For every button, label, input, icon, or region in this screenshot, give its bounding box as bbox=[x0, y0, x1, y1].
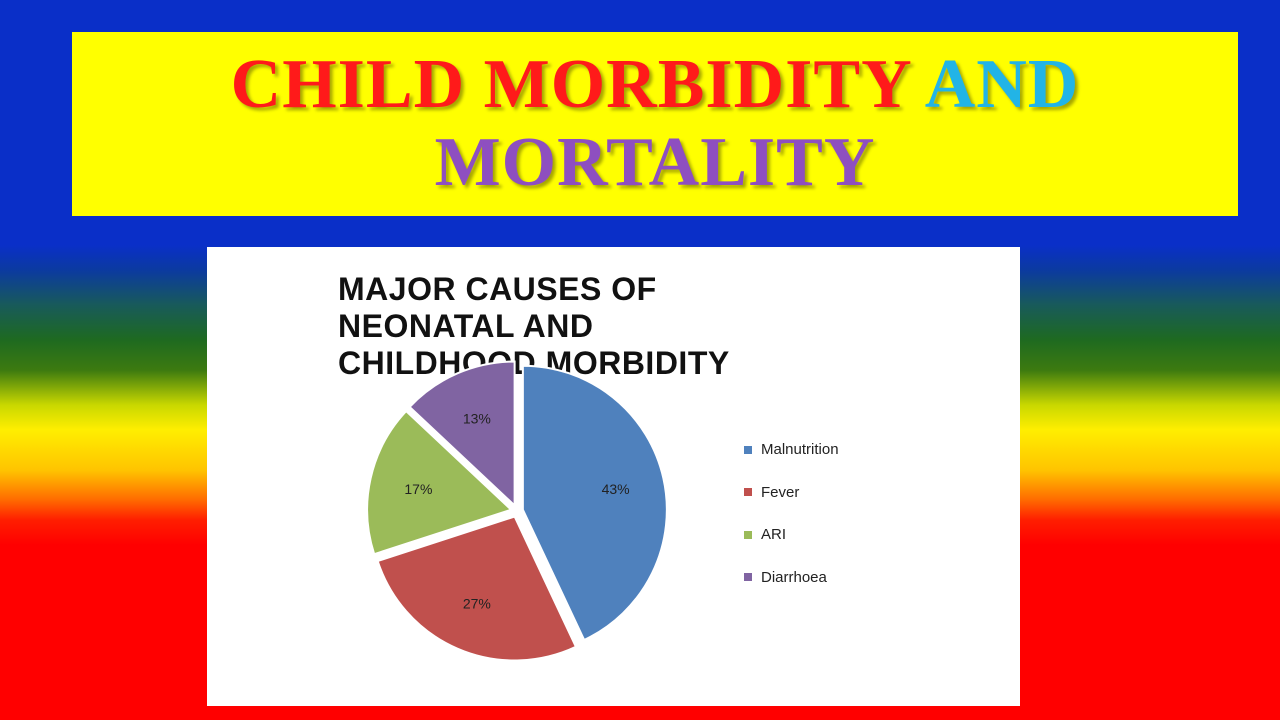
legend-swatch-fever bbox=[744, 488, 752, 496]
legend-swatch-diarrhoea bbox=[744, 573, 752, 581]
pie-label-fever: 27% bbox=[463, 596, 491, 612]
pie-slice-ari bbox=[366, 409, 514, 556]
pie-slice-fever bbox=[376, 515, 578, 662]
chart-title-line-1: MAJOR CAUSES OF bbox=[338, 271, 657, 307]
slide-title-part-1: CHILD MORBIDITY bbox=[230, 46, 911, 123]
title-banner: CHILD MORBIDITY AND MORTALITY bbox=[72, 32, 1238, 216]
legend-label-fever: Fever bbox=[761, 483, 800, 501]
legend-item-ari: ARI bbox=[744, 524, 839, 545]
slide-title-line-1: CHILD MORBIDITY AND bbox=[231, 46, 1080, 124]
chart-title-line-2: NEONATAL AND bbox=[338, 308, 594, 344]
pie-label-malnutrition: 43% bbox=[602, 481, 630, 497]
legend-swatch-malnutrition bbox=[744, 445, 752, 454]
legend-label-diarrhoea: Diarrhoea bbox=[761, 568, 827, 586]
pie-slice-diarrhoea bbox=[408, 360, 516, 508]
legend-item-malnutrition: Malnutrition bbox=[744, 439, 839, 460]
legend-swatch-ari bbox=[744, 530, 752, 539]
pie-label-ari: 17% bbox=[404, 481, 432, 497]
slide-title-part-2: AND bbox=[924, 46, 1080, 123]
pie-chart: 43% 27% 17% 13% bbox=[366, 360, 668, 662]
slide-title-line-2: MORTALITY bbox=[434, 124, 876, 201]
legend-item-diarrhoea: Diarrhoea bbox=[744, 567, 839, 588]
legend-item-fever: Fever bbox=[744, 482, 839, 503]
pie-slice-malnutrition bbox=[521, 364, 668, 642]
chart-legend: Malnutrition Fever ARI Diarrhoea bbox=[744, 439, 839, 609]
pie-label-diarrhoea: 13% bbox=[463, 410, 491, 426]
legend-label-malnutrition: Malnutrition bbox=[761, 441, 839, 458]
legend-label-ari: ARI bbox=[761, 526, 787, 543]
chart-panel: MAJOR CAUSES OF NEONATAL AND CHILDHOOD M… bbox=[207, 247, 1020, 706]
chart-title: MAJOR CAUSES OF NEONATAL AND CHILDHOOD M… bbox=[338, 271, 898, 382]
